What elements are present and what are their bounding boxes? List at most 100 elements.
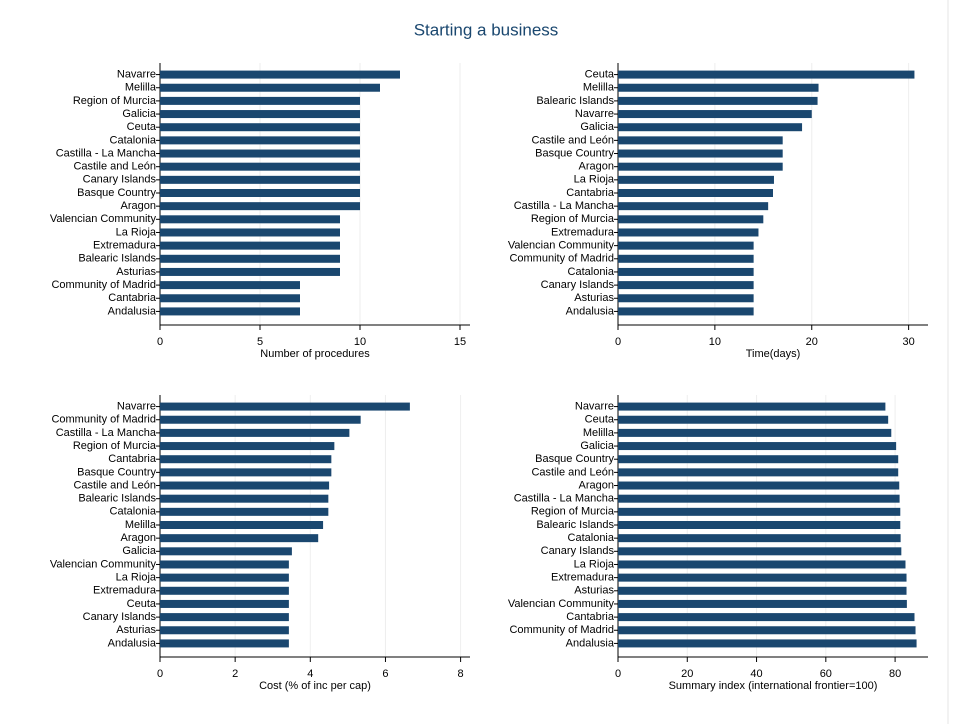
y-tick-label: Andalusia [108,637,157,649]
y-tick-label: Canary Islands [541,279,615,291]
y-tick-label: Navarre [575,400,614,412]
y-tick-label: Melilla [125,82,157,94]
bar [160,149,360,158]
y-tick-label: Basque Country [77,187,156,199]
bar [618,215,764,224]
y-tick-label: Asturias [574,292,614,304]
bar [618,626,916,635]
y-tick-label: Asturias [116,266,156,278]
x-tick-label: 2 [232,668,238,680]
bar [618,267,754,276]
bar [618,162,783,171]
bar [618,468,899,477]
bar [160,639,289,648]
bar [618,294,754,303]
bar [160,215,340,224]
bar [618,254,754,263]
bar [160,189,360,197]
bar [618,175,774,184]
bar [618,136,783,145]
bar [160,507,329,516]
bar [160,162,360,171]
bar [160,70,400,79]
bar [160,534,319,543]
y-tick-label: Galicia [122,108,157,120]
bar [160,228,340,237]
x-tick-label: 8 [458,668,464,680]
y-tick-label: Canary Islands [83,174,157,186]
x-axis-label: Time(days) [746,348,801,360]
bar [160,123,360,132]
y-tick-label: Andalusia [108,305,157,317]
y-tick-label: Cantabria [108,453,157,465]
y-tick-label: Basque Country [535,147,614,159]
y-tick-label: Navarre [575,108,614,120]
bar [618,281,754,290]
y-tick-label: Castilla - La Mancha [514,200,615,212]
y-tick-label: Navarre [117,400,156,412]
x-tick-label: 10 [354,336,366,348]
y-tick-label: Castile and León [73,479,156,491]
y-tick-label: Aragon [121,200,156,212]
bar [160,294,300,303]
bar [618,123,803,132]
y-tick-label: Castilla - La Mancha [56,147,157,159]
y-tick-label: Asturias [574,585,614,597]
x-tick-label: 0 [615,336,621,348]
y-tick-label: Catalonia [110,506,157,518]
y-tick-label: Aragon [579,161,614,173]
y-tick-label: Catalonia [568,532,615,544]
y-tick-label: La Rioja [574,558,615,570]
y-tick-label: Ceuta [127,598,157,610]
y-tick-label: Balearic Islands [78,253,156,265]
bar [160,560,289,569]
bar [618,149,783,158]
y-tick-label: Andalusia [566,305,615,317]
bar [618,415,889,424]
y-tick-label: Community of Madrid [509,624,614,636]
y-tick-label: Valencian Community [508,240,615,252]
y-tick-label: Basque Country [77,466,156,478]
y-tick-label: Extremadura [93,585,157,597]
y-tick-label: Community of Madrid [509,253,614,265]
x-tick-label: 0 [157,668,163,680]
y-tick-label: Andalusia [566,637,615,649]
bar [618,586,907,595]
y-tick-label: Catalonia [568,266,615,278]
y-tick-label: Asturias [116,624,156,636]
x-tick-label: 5 [257,336,263,348]
bar [618,560,906,569]
y-tick-label: Galicia [580,440,615,452]
bar [160,281,300,290]
bar [160,254,340,263]
bar [160,586,289,595]
x-axis-label: Number of procedures [260,348,370,360]
bar [618,241,754,250]
bar [160,613,289,622]
bar [160,175,360,184]
x-tick-label: 4 [307,668,313,680]
bar [618,83,819,92]
y-tick-label: Ceuta [127,121,157,133]
y-tick-label: Balearic Islands [536,95,614,107]
y-tick-label: Aragon [579,479,614,491]
bar [160,83,380,92]
bar [618,202,769,211]
bar [618,189,773,197]
bar [618,402,886,411]
y-tick-label: Aragon [121,532,156,544]
bar [160,442,335,451]
bar [618,70,915,79]
y-tick-label: Melilla [583,82,615,94]
y-tick-label: Extremadura [93,240,157,252]
y-tick-label: Community of Madrid [51,414,156,426]
y-tick-label: Extremadura [551,226,615,238]
y-tick-label: Valencian Community [508,598,615,610]
x-tick-label: 60 [820,668,832,680]
y-tick-label: Valencian Community [50,213,157,225]
x-tick-label: 10 [709,336,721,348]
y-tick-label: Castile and León [531,466,614,478]
bar [160,494,329,503]
bar [618,481,900,490]
